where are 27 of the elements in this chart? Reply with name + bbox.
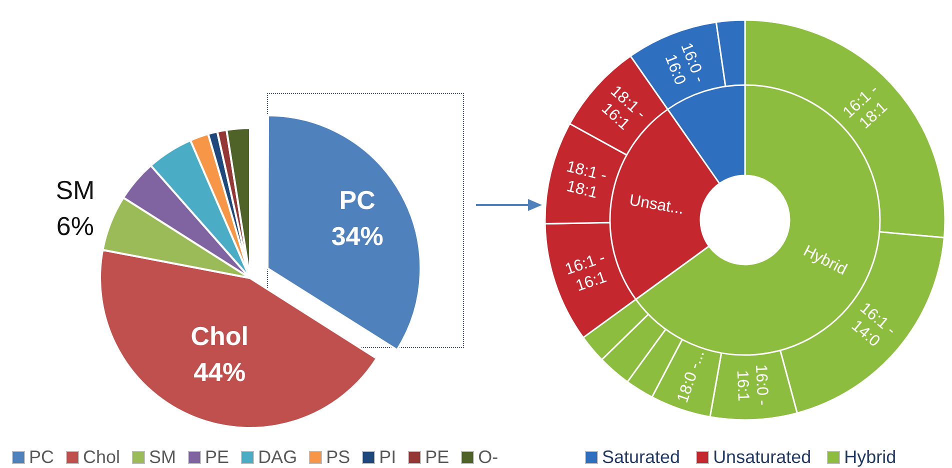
legend-label: PE: [205, 447, 230, 468]
legend-label: PE: [425, 447, 450, 468]
slice-label: SM: [56, 174, 95, 205]
legend-label: Unsaturated: [713, 447, 812, 468]
legend-label: PI: [379, 447, 396, 468]
slice-label: 18:1 - 18:1: [564, 158, 608, 202]
slice-label: PC: [339, 185, 376, 216]
legend-label: PS: [326, 447, 350, 468]
slice-label: 18:0 -...: [674, 348, 708, 405]
legend-label: SM: [149, 447, 176, 468]
legend-label: PC: [29, 447, 54, 468]
legend-label: Hybrid: [844, 447, 896, 468]
data-label: 44%: [194, 356, 246, 387]
slice-label: 18:1 - 16:1: [598, 82, 649, 134]
data-label: 6%: [56, 210, 94, 241]
slice-label: 16:1 - 18:1: [840, 81, 892, 132]
slice-label: 16:0 - 16:0: [661, 40, 708, 88]
legend-label: Saturated: [602, 447, 680, 468]
legend-label: DAG: [258, 447, 298, 468]
slice-label: 16:1 - 16:1: [563, 249, 609, 296]
slice-label: 16:0 - 16:1: [733, 364, 771, 406]
data-label: 34%: [331, 221, 384, 252]
slice-label: Chol: [190, 320, 249, 351]
data-label: Unsat...: [628, 192, 686, 218]
legend-label: Chol: [83, 447, 120, 468]
legend-label: O-: [478, 447, 498, 468]
slice-label: 16:1 - 14:0: [848, 300, 899, 350]
